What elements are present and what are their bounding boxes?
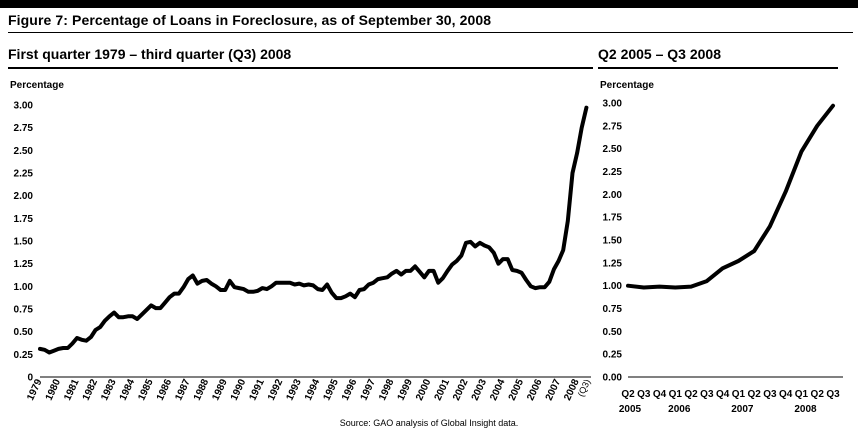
left-y-tick-label: 0.75 — [14, 305, 34, 316]
left-x-tick-label: 2005 — [507, 377, 527, 402]
left-y-axis-label: Percentage — [10, 80, 64, 91]
right-panel-rule — [598, 67, 838, 69]
right-year-label: 2006 — [668, 404, 691, 415]
right-x-tick-label: Q4 — [716, 389, 730, 400]
left-y-tick-label: 0.50 — [14, 327, 34, 338]
left-x-tick-label: 1999 — [396, 377, 416, 402]
right-x-tick-label: Q1 — [795, 389, 809, 400]
left-y-tick-label: 0 — [27, 373, 33, 384]
left-y-tick-label: 1.00 — [14, 282, 34, 293]
left-x-tick-label: 1985 — [136, 377, 156, 402]
left-x-tick-label: 1988 — [192, 377, 212, 402]
right-y-tick-label: 2.25 — [603, 167, 623, 178]
left-x-tick-label: 1993 — [284, 377, 304, 402]
left-x-tick-label: 2003 — [470, 377, 490, 402]
left-y-tick-label: 2.50 — [14, 146, 34, 157]
left-x-tick-label: 2006 — [525, 377, 545, 402]
left-x-tick-label: 2007 — [544, 377, 564, 402]
right-y-tick-label: 2.00 — [603, 190, 623, 201]
left-y-tick-label: 1.50 — [14, 237, 34, 248]
right-y-tick-label: 3.00 — [603, 99, 623, 110]
right-x-tick-label: Q3 — [763, 389, 777, 400]
left-x-tick-label: 1984 — [118, 377, 138, 402]
left-series-line — [38, 105, 589, 355]
right-x-tick-label: Q3 — [826, 389, 840, 400]
left-x-tick-label: 1981 — [62, 377, 82, 402]
right-y-tick-label: 2.75 — [603, 121, 623, 132]
left-y-tick-label: 2.25 — [14, 169, 34, 180]
right-x-tick-label: Q4 — [653, 389, 667, 400]
right-y-tick-label: 0.00 — [603, 373, 623, 384]
right-y-tick-label: 1.50 — [603, 236, 623, 247]
left-x-tick-label: 1980 — [44, 377, 64, 402]
figure-title: Figure 7: Percentage of Loans in Foreclo… — [8, 12, 492, 28]
left-x-tick-label: 1983 — [99, 377, 119, 402]
left-x-tick-label: 1996 — [340, 377, 360, 402]
right-x-tick-label: Q3 — [637, 389, 651, 400]
right-year-label: 2008 — [794, 404, 817, 415]
left-x-tick-label: 1990 — [229, 377, 249, 402]
left-x-tick-label: 1998 — [377, 377, 397, 402]
right-panel-title: Q2 2005 – Q3 2008 — [598, 46, 721, 62]
top-bar — [0, 0, 858, 8]
left-x-tick-label: 2000 — [414, 377, 434, 402]
right-x-tick-label: Q2 — [747, 389, 761, 400]
right-x-tick-label: Q3 — [700, 389, 714, 400]
right-x-tick-label: Q2 — [811, 389, 825, 400]
right-year-label: 2007 — [731, 404, 754, 415]
title-rule — [8, 32, 853, 33]
right-x-tick-label: Q1 — [732, 389, 746, 400]
left-x-tick-label: 1994 — [303, 377, 323, 402]
right-y-tick-label: 0.50 — [603, 327, 623, 338]
left-x-tick-label: 1991 — [247, 377, 267, 402]
right-x-tick-label: Q2 — [684, 389, 698, 400]
left-x-tick-label: 1992 — [266, 377, 286, 402]
left-x-tick-label: 1987 — [173, 377, 193, 402]
left-x-tick-label: 1989 — [210, 377, 230, 402]
left-panel-rule — [8, 67, 593, 69]
right-series-line — [626, 103, 835, 290]
left-x-tick-label: 1995 — [322, 377, 342, 402]
left-x-tick-label: 2002 — [451, 377, 471, 402]
left-y-tick-label: 1.25 — [14, 259, 34, 270]
left-y-tick-label: 3.00 — [14, 101, 34, 112]
left-y-tick-label: 2.75 — [14, 123, 34, 134]
source-note: Source: GAO analysis of Global Insight d… — [339, 418, 519, 428]
right-y-tick-label: 0.75 — [603, 304, 623, 315]
left-x-tick-label: 1982 — [81, 377, 101, 402]
right-y-tick-label: 1.25 — [603, 258, 623, 269]
left-y-tick-label: 1.75 — [14, 214, 34, 225]
right-y-tick-label: 0.25 — [603, 350, 623, 361]
right-year-label: 2005 — [619, 404, 642, 415]
left-x-tick-label: 2001 — [433, 377, 453, 402]
right-x-tick-label: Q4 — [779, 389, 793, 400]
left-panel-title: First quarter 1979 – third quarter (Q3) … — [8, 46, 292, 62]
left-y-tick-label: 0.25 — [14, 350, 34, 361]
right-y-tick-label: 1.00 — [603, 281, 623, 292]
right-y-tick-label: 2.50 — [603, 144, 623, 155]
left-x-tick-label: 2004 — [488, 377, 508, 402]
left-x-tick-label: 1997 — [359, 377, 379, 402]
right-y-tick-label: 1.75 — [603, 213, 623, 224]
right-x-tick-label: Q2 — [621, 389, 635, 400]
right-x-tick-label: Q1 — [669, 389, 683, 400]
left-x-tick-label: 1986 — [155, 377, 175, 402]
right-y-axis-label: Percentage — [600, 80, 654, 91]
left-y-tick-label: 2.00 — [14, 191, 34, 202]
